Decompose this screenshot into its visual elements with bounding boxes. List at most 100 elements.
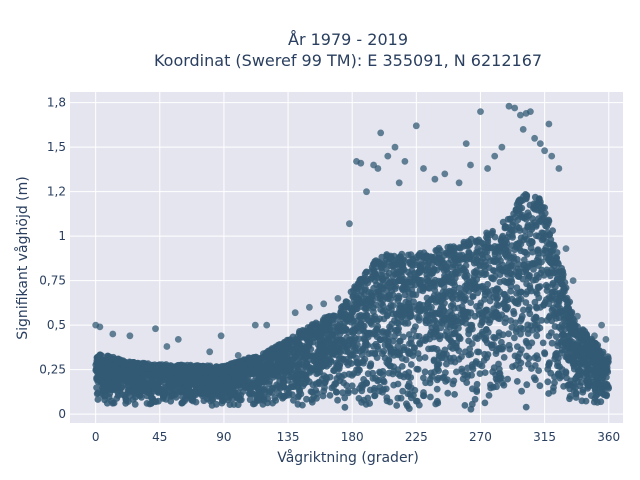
data-point [578, 333, 586, 341]
data-point [119, 360, 127, 368]
data-point [208, 385, 215, 393]
y-tick-label: 0,75 [39, 274, 66, 288]
data-point [467, 350, 475, 358]
data-point [511, 334, 518, 342]
data-point [275, 389, 283, 397]
data-point [553, 275, 561, 283]
data-point [520, 248, 528, 256]
data-point [481, 291, 489, 299]
data-point [390, 267, 398, 275]
data-point [552, 314, 560, 322]
data-point [458, 368, 466, 375]
data-point [421, 368, 429, 376]
data-point [94, 396, 102, 403]
data-point [433, 328, 440, 335]
data-point [451, 391, 458, 398]
data-point [435, 352, 443, 360]
data-point [234, 401, 242, 409]
data-point [432, 400, 440, 408]
data-point [469, 293, 477, 300]
data-point [386, 291, 393, 299]
data-point [371, 392, 379, 399]
data-point [596, 347, 603, 354]
x-tick-label: 45 [152, 430, 167, 444]
data-point [355, 295, 363, 302]
data-point [480, 357, 488, 364]
data-point [476, 332, 484, 339]
data-point [302, 379, 309, 386]
data-point [531, 134, 538, 142]
data-point [316, 347, 323, 355]
data-point [383, 394, 391, 402]
data-point [319, 342, 327, 349]
data-point [530, 374, 538, 381]
data-point [528, 223, 536, 231]
data-point [432, 322, 439, 330]
data-point [404, 320, 412, 327]
data-point [522, 299, 530, 306]
data-point [464, 371, 472, 378]
data-point [536, 324, 544, 332]
data-point [234, 352, 242, 359]
data-point [594, 341, 602, 349]
data-point [413, 397, 421, 405]
data-point [179, 399, 187, 406]
data-point [294, 338, 301, 345]
data-point [239, 374, 247, 381]
data-point [379, 328, 387, 335]
data-point [260, 366, 268, 373]
data-point [484, 280, 491, 288]
data-point [308, 396, 316, 403]
data-point [440, 307, 448, 315]
data-point [293, 343, 301, 351]
data-point [393, 402, 401, 409]
data-point [349, 292, 357, 300]
data-point [379, 308, 387, 315]
data-point [170, 369, 177, 376]
data-point [473, 380, 481, 388]
data-point [589, 349, 597, 356]
data-point [380, 347, 388, 355]
data-point [548, 152, 556, 160]
data-point [517, 288, 525, 296]
data-point [489, 368, 497, 376]
data-point [435, 260, 442, 267]
data-point [547, 369, 555, 377]
data-point [548, 339, 556, 347]
data-point [439, 295, 447, 303]
data-point [232, 371, 240, 378]
data-point [312, 319, 320, 327]
data-point [354, 300, 361, 308]
data-point [469, 385, 476, 393]
data-point [395, 277, 403, 285]
data-point [465, 254, 473, 261]
data-point [455, 284, 463, 292]
data-point [591, 332, 598, 340]
data-point [252, 382, 260, 390]
data-point [455, 355, 463, 363]
data-point [381, 335, 389, 342]
data-point [152, 371, 160, 379]
data-point [276, 351, 283, 359]
data-point [385, 369, 393, 377]
data-point [502, 246, 510, 254]
data-point [311, 353, 319, 361]
data-point [244, 373, 252, 381]
data-point [428, 303, 435, 311]
data-point [329, 330, 337, 338]
data-point [543, 287, 551, 294]
data-point [256, 356, 263, 363]
data-point [441, 170, 449, 178]
data-point [526, 272, 533, 279]
data-point [501, 319, 509, 326]
data-point [563, 308, 571, 316]
data-point [126, 332, 134, 340]
data-point [513, 378, 521, 385]
data-point [498, 338, 505, 346]
data-point [497, 257, 504, 265]
data-point [419, 336, 427, 344]
data-point [362, 284, 369, 292]
data-point [306, 367, 314, 375]
data-point [443, 321, 451, 329]
data-point [406, 350, 413, 357]
